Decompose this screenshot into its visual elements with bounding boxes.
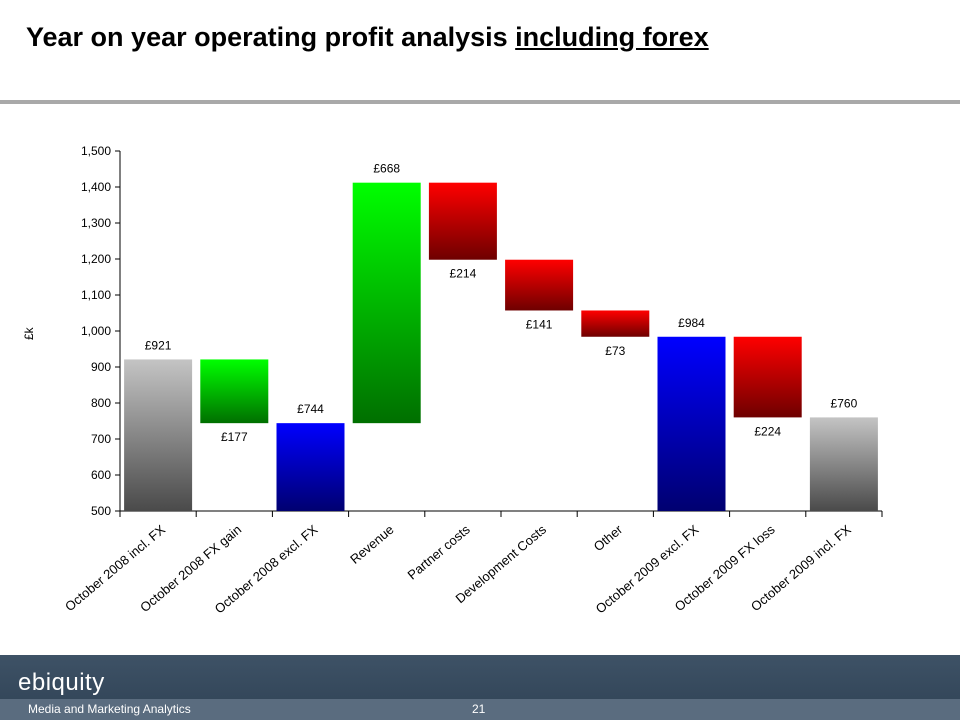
data-label: £760 xyxy=(831,396,858,410)
bar-increase xyxy=(200,359,269,424)
bar-decrease xyxy=(505,259,574,311)
bar-decrease xyxy=(428,182,497,260)
page-title-main: Year on year operating profit analysis xyxy=(26,22,516,52)
data-label: £984 xyxy=(678,316,705,330)
data-label: £744 xyxy=(297,402,324,416)
chart-axes: 500 600 700 800 900 1,000 1,100 1,200 1,300 1,400… xyxy=(22,144,883,518)
footer-bar: ebiquity Media and Marketing Analytics 2… xyxy=(0,655,960,720)
bar-increase xyxy=(352,182,421,424)
chart-bars xyxy=(124,182,878,511)
y-tick-label: 900 xyxy=(91,360,111,374)
title-divider xyxy=(0,100,960,104)
y-tick-label: 1,300 xyxy=(81,216,111,230)
y-tick-label: 1,200 xyxy=(81,252,111,266)
y-tick-label: 700 xyxy=(91,432,111,446)
waterfall-chart: 500 600 700 800 900 1,000 1,100 1,200 1,300 1,400… xyxy=(22,144,883,616)
data-label: £73 xyxy=(605,344,625,358)
data-label: £214 xyxy=(450,267,477,281)
data-label: £668 xyxy=(373,162,400,176)
bar-subtotal xyxy=(657,336,726,511)
page-title-underlined: including forex xyxy=(515,22,709,52)
y-tick-label: 500 xyxy=(91,504,111,518)
bar-decrease xyxy=(581,310,650,337)
data-label: £921 xyxy=(145,338,172,352)
bar-total xyxy=(809,417,878,511)
y-axis-label: £k xyxy=(22,326,36,340)
bar-decrease xyxy=(733,336,802,418)
category-label: Other xyxy=(591,521,626,554)
y-tick-label: 1,100 xyxy=(81,288,111,302)
bar-total xyxy=(124,359,193,511)
data-label: £141 xyxy=(526,317,553,331)
y-tick-label: 1,400 xyxy=(81,180,111,194)
category-label: Partner costs xyxy=(405,521,474,582)
footer-strap: Media and Marketing Analytics 21 xyxy=(0,699,960,720)
data-label: £224 xyxy=(754,424,781,438)
y-tick-label: 800 xyxy=(91,396,111,410)
category-label: Revenue xyxy=(347,522,397,567)
footer-tagline: Media and Marketing Analytics xyxy=(28,702,191,716)
y-tick-label: 600 xyxy=(91,468,111,482)
page-number: 21 xyxy=(472,702,486,716)
y-tick-label: 1,000 xyxy=(81,324,111,338)
brand-logo: ebiquity xyxy=(18,669,105,696)
bar-subtotal xyxy=(276,423,345,511)
data-label: £177 xyxy=(221,430,248,444)
y-tick-label: 1,500 xyxy=(81,144,111,158)
page-title: Year on year operating profit analysis i… xyxy=(26,22,709,53)
